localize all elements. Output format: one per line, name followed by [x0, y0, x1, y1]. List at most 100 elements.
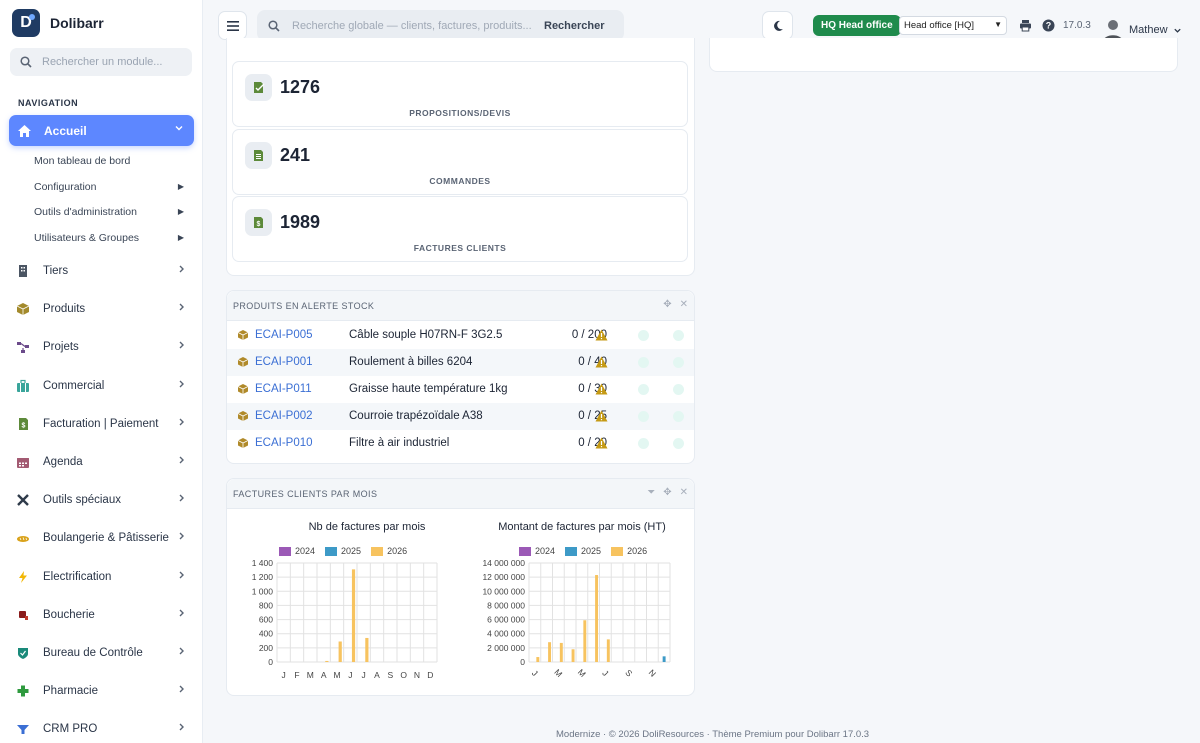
svg-text:?: ? [1046, 21, 1052, 31]
bar [662, 656, 666, 662]
chevron-right-icon [179, 265, 184, 273]
sidebar-item-agenda[interactable]: Agenda [16, 452, 186, 472]
invoice-amount-chart: 0 2 000 000 4 000 000 6 000 000 8 000 000 10 … [482, 558, 671, 679]
stat-box-commandes[interactable]: 241 COMMANDES [232, 128, 688, 195]
subitem-label: Mon tableau de bord [34, 155, 131, 167]
help-icon[interactable]: ? [1042, 19, 1055, 32]
stat-label: COMMANDES [429, 175, 491, 186]
cross-icon [17, 685, 29, 697]
product-ref-link[interactable]: ECAI-P001 [255, 356, 313, 368]
sidebar-item-commercial[interactable]: Commercial [16, 376, 186, 396]
chevron-down-icon [1173, 28, 1181, 33]
legend-entry[interactable]: 2025 [565, 546, 601, 556]
sidebar-item-produits[interactable]: Produits [16, 299, 186, 319]
entity-badge: HQ Head office [813, 15, 901, 36]
menu-toggle-button[interactable] [218, 11, 247, 40]
stat-value: 1276 [280, 77, 321, 97]
warning-icon [595, 329, 608, 341]
product-ref-link[interactable]: ECAI-P002 [255, 410, 313, 422]
subitem-utilisateurs-groupes[interactable]: Utilisateurs & Groupes ▶ [34, 232, 184, 244]
home-icon [18, 124, 31, 137]
table-row: ECAI-P010 Filtre à air industriel 0 / 20 [227, 430, 694, 457]
stat-value: 241 [280, 144, 311, 165]
caret-right-icon: ▶ [177, 182, 184, 191]
status-dot [638, 384, 649, 395]
sidebar-item-tiers[interactable]: Tiers [16, 261, 186, 281]
legend-entry[interactable]: 2024 [279, 546, 315, 556]
move-icon[interactable]: ✥ [663, 487, 672, 498]
sidebar-item-electrification[interactable]: Electrification [16, 567, 186, 587]
dark-mode-toggle[interactable] [762, 11, 793, 40]
y-tick-label: 1 200 [252, 572, 274, 582]
product-box-icon [237, 384, 249, 394]
subitem-outils-admin[interactable]: Outils d'administration ▶ [34, 206, 184, 218]
status-dot [673, 330, 684, 341]
move-icon[interactable]: ✥ [663, 299, 672, 310]
legend-entry[interactable]: 2025 [325, 546, 361, 556]
warning-icon [595, 356, 608, 368]
sidebar-item-label: Projets [43, 341, 79, 354]
stat-icon-wrap [245, 141, 272, 169]
printer-icon[interactable] [1019, 19, 1032, 32]
stat-box-factures-clients[interactable]: $1989 FACTURES CLIENTS [232, 196, 688, 262]
chart-title: Montant de factures par mois (HT) [498, 521, 666, 533]
legend-label: 2025 [341, 546, 362, 556]
stat-box-propositions-devis[interactable]: 1276 PROPOSITIONS/DEVIS [232, 61, 688, 127]
stock-alert-title: PRODUITS EN ALERTE STOCK [233, 301, 375, 311]
module-search-input[interactable]: Rechercher un module... [10, 48, 192, 76]
x-tick-label: M [576, 667, 588, 679]
chevron-right-icon [179, 494, 184, 502]
moon-icon [773, 20, 783, 31]
sidebar-item-label: Tiers [43, 265, 69, 277]
invoices-panel-header: FACTURES CLIENTS PAR MOIS ⏷ ✥ ✕ [227, 479, 694, 509]
status-dot [673, 411, 684, 422]
y-tick-label: 600 [259, 615, 273, 625]
product-ref-link[interactable]: ECAI-P011 [255, 383, 312, 395]
status-dot [673, 357, 684, 368]
subitem-configuration[interactable]: Configuration ▶ [34, 181, 184, 193]
sidebar: D Dolibarr Rechercher un module... NAVIG… [0, 0, 203, 743]
caret-right-icon: ▶ [177, 233, 184, 242]
sidebar-item-boulangerie-p-tisserie[interactable]: Boulangerie & Pâtisserie [16, 528, 186, 548]
status-dot [638, 357, 649, 368]
legend-entry[interactable]: 2026 [611, 546, 647, 556]
sidebar-item-projets[interactable]: Projets [16, 337, 186, 357]
module-search-placeholder: Rechercher un module... [42, 56, 163, 68]
bar [583, 620, 587, 662]
x-tick-label: J [600, 668, 610, 678]
sidebar-item-bureau-de-contr-le[interactable]: Bureau de Contrôle [16, 643, 186, 663]
legend-label: 2025 [581, 546, 602, 556]
product-ref-link[interactable]: ECAI-P005 [255, 329, 313, 341]
global-search-input[interactable]: Recherche globale — clients, factures, p… [292, 19, 532, 32]
sidebar-item-outils-sp-ciaux[interactable]: Outils spéciaux [16, 490, 186, 510]
sidebar-item-facturation-paiement[interactable]: $ Facturation | Paiement [16, 414, 186, 434]
sidebar-item-label: Boucherie [43, 608, 95, 621]
product-name: Graisse haute température 1kg [349, 383, 508, 395]
legend-entry[interactable]: 2026 [371, 546, 407, 556]
legend-label: 2024 [295, 546, 316, 556]
brand[interactable]: D Dolibarr [12, 9, 104, 37]
sidebar-item-boucherie[interactable]: Boucherie [16, 605, 186, 625]
subitem-label: Utilisateurs & Groupes [34, 232, 140, 244]
y-tick-label: 4 000 000 [487, 629, 525, 639]
entity-select[interactable]: Head office [HQ] ▼ [899, 16, 1007, 35]
sidebar-item-label: Commercial [43, 379, 105, 392]
bar [536, 657, 540, 662]
sidebar-item-accueil[interactable]: Accueil [9, 115, 194, 146]
nav-caption: NAVIGATION [18, 98, 79, 108]
stat-value: 1989 [280, 212, 321, 232]
x-tick-label: O [400, 670, 407, 680]
global-search-button[interactable]: Rechercher [544, 19, 605, 32]
product-ref-link[interactable]: ECAI-P010 [255, 437, 313, 449]
close-icon[interactable]: ✕ [679, 487, 688, 498]
stock-alert-header: PRODUITS EN ALERTE STOCK ✥ ✕ [227, 291, 694, 321]
sidebar-item-label: Boulangerie & Pâtisserie [43, 532, 169, 545]
sidebar-item-crm-pro[interactable]: CRM PRO [16, 719, 186, 739]
sidebar-item-pharmacie[interactable]: Pharmacie [16, 681, 186, 701]
legend-entry[interactable]: 2024 [519, 546, 555, 556]
subitem-tableau-de-bord[interactable]: Mon tableau de bord [34, 155, 184, 167]
filter-icon[interactable]: ⏷ [647, 487, 656, 498]
close-icon[interactable]: ✕ [679, 299, 688, 310]
bar [365, 637, 369, 662]
